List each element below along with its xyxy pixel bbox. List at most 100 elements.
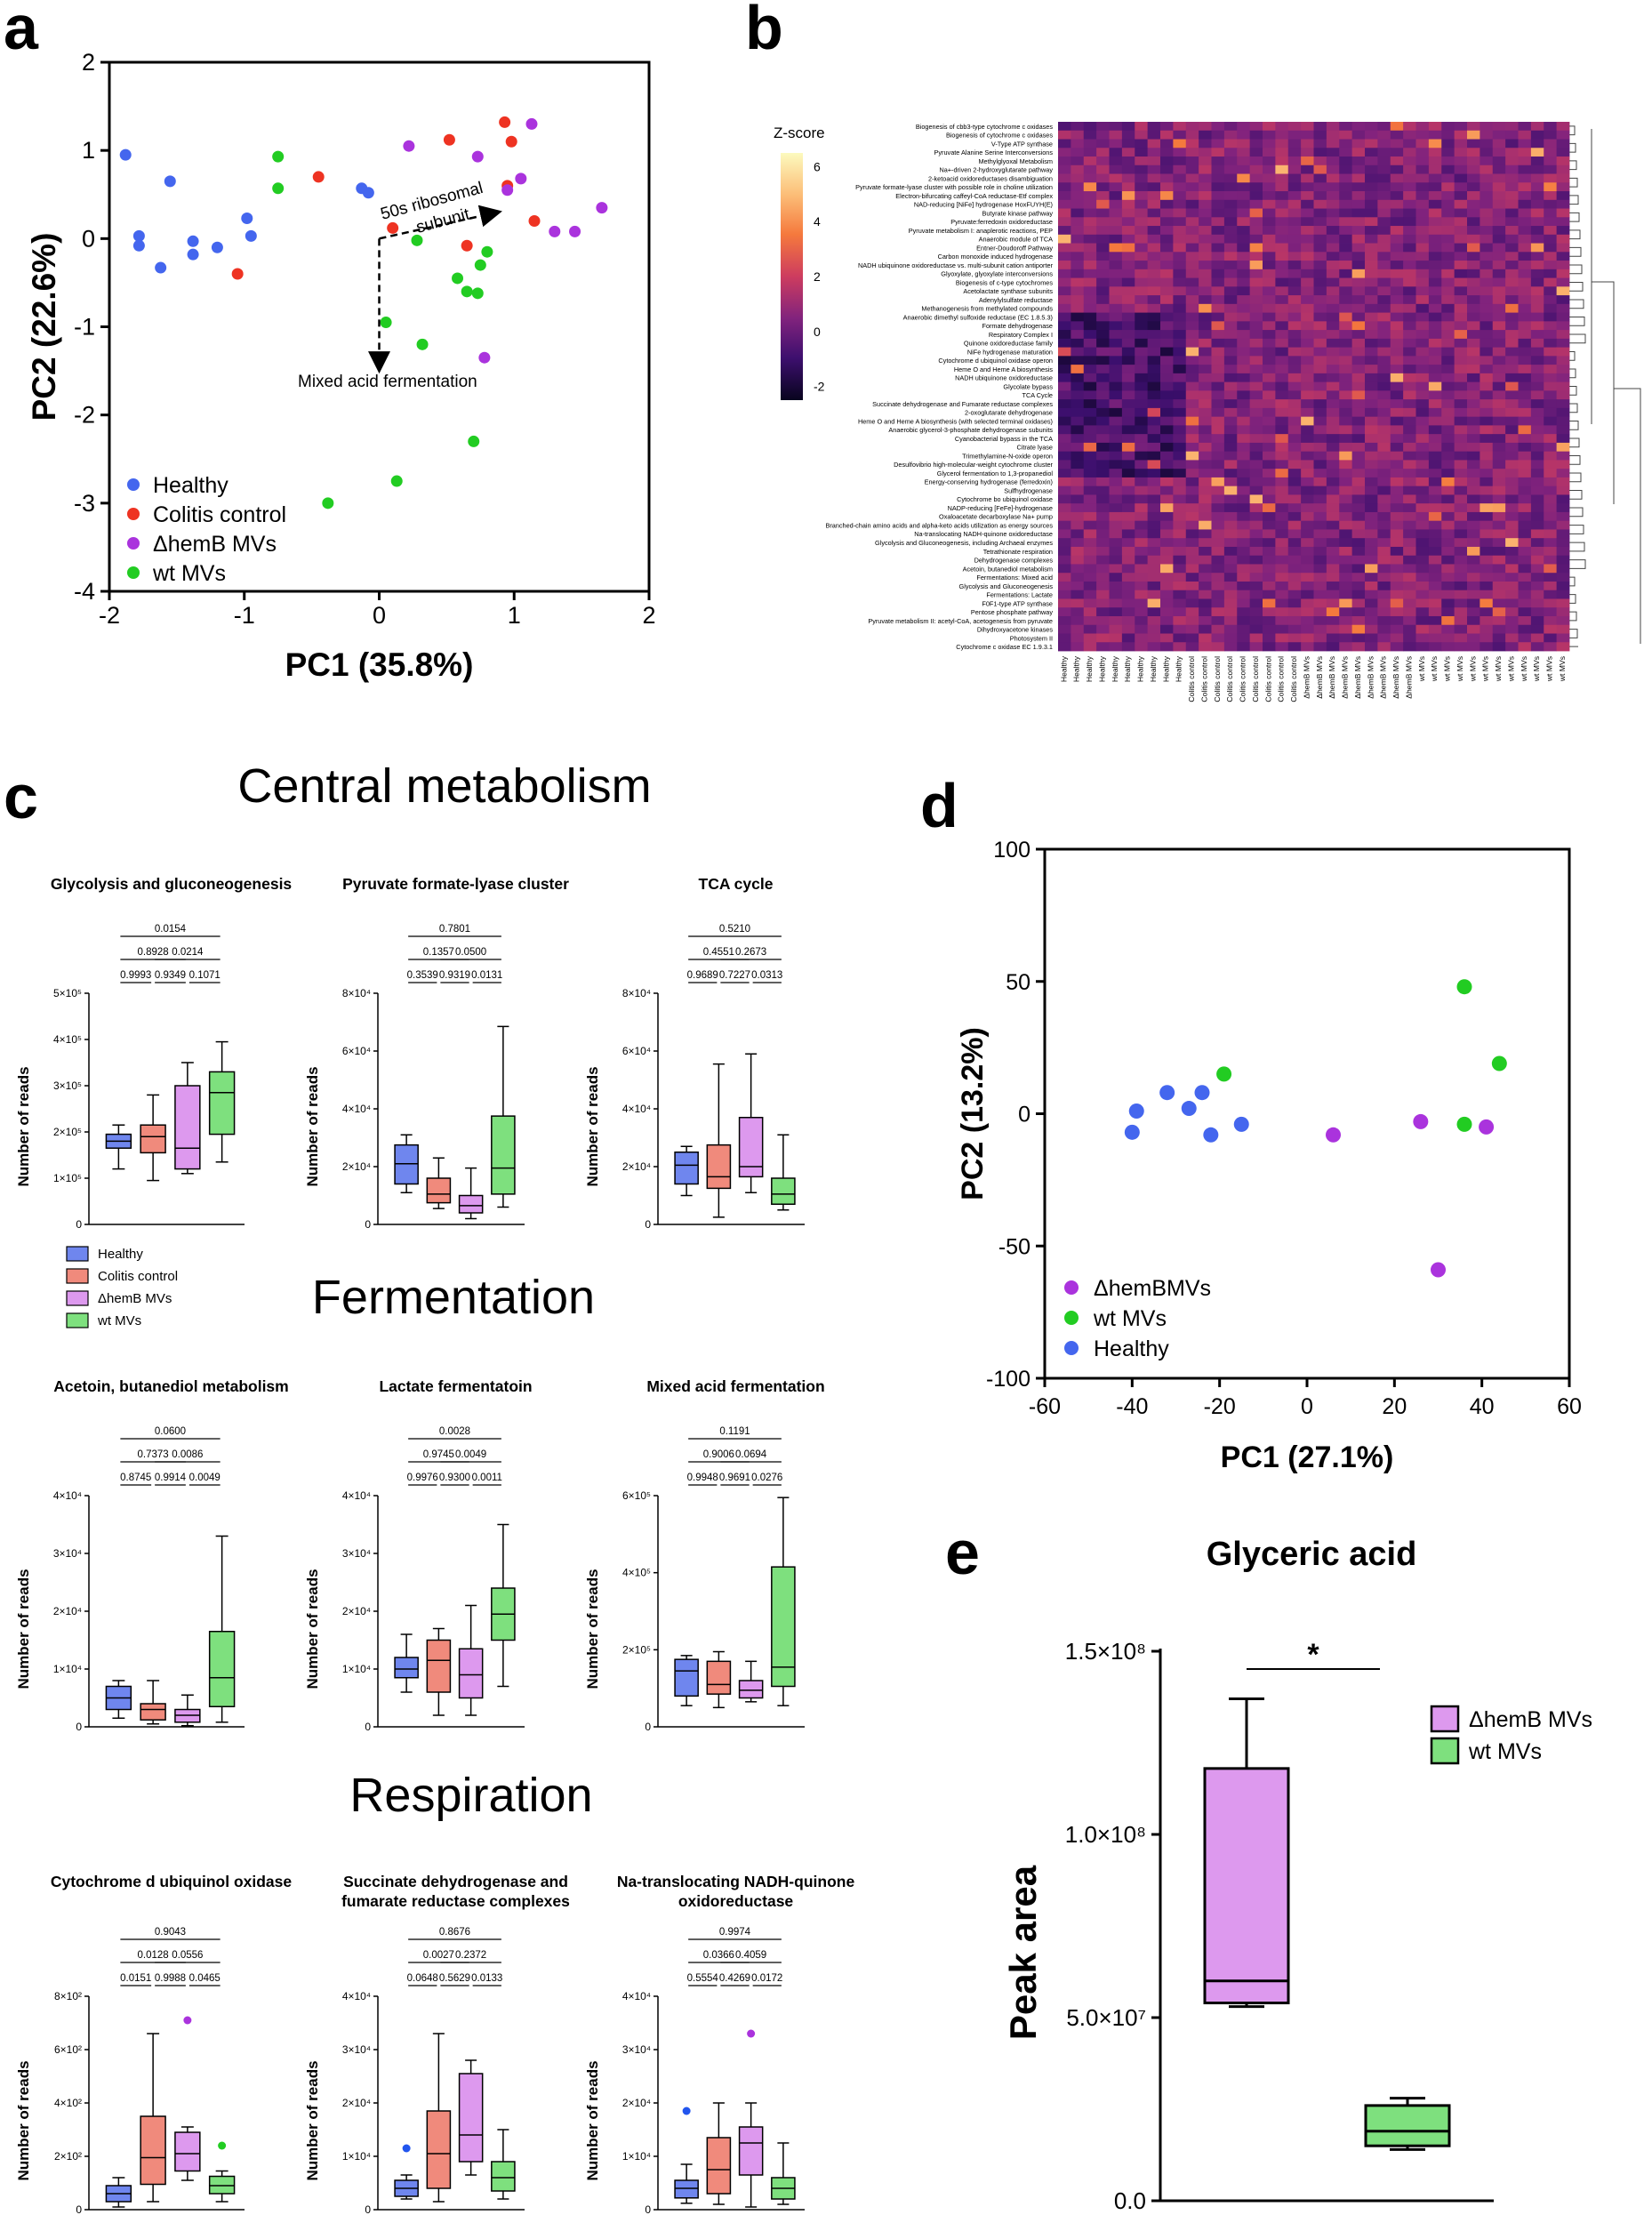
b-heatmap-cell bbox=[1403, 243, 1416, 253]
b-heatmap-cell bbox=[1544, 295, 1558, 305]
b-heatmap-cell bbox=[1199, 312, 1212, 322]
b-heatmap-cell bbox=[1109, 165, 1123, 174]
b-heatmap-cell bbox=[1428, 546, 1442, 557]
b-heatmap-cell bbox=[1428, 199, 1442, 209]
d-point-wt-mvs bbox=[1456, 1116, 1472, 1132]
b-heatmap-cell bbox=[1428, 434, 1442, 444]
b-heatmap-cell bbox=[1480, 381, 1494, 391]
b-heatmap-cell bbox=[1211, 607, 1225, 617]
b-heatmap-cell bbox=[1275, 607, 1289, 617]
b-dendrogram-branch bbox=[1569, 629, 1578, 638]
b-heatmap-cell bbox=[1365, 182, 1378, 192]
b-heatmap-cell bbox=[1096, 486, 1110, 495]
b-heatmap-cell bbox=[1121, 615, 1135, 626]
b-heatmap-cell bbox=[1351, 217, 1366, 227]
b-heatmap-cell bbox=[1287, 486, 1302, 495]
b-heatmap-cell bbox=[1313, 581, 1327, 591]
b-heatmap-cell bbox=[1237, 173, 1251, 183]
b-heatmap-cell bbox=[1160, 486, 1174, 495]
b-heatmap-cell bbox=[1173, 234, 1187, 244]
b-column-label: Healthy bbox=[1085, 655, 1094, 682]
b-heatmap-cell bbox=[1301, 573, 1314, 582]
b-heatmap-cell bbox=[1377, 503, 1391, 513]
b-heatmap-cell bbox=[1339, 407, 1353, 418]
c-box-healthy bbox=[674, 1152, 699, 1185]
b-heatmap-cell bbox=[1480, 390, 1494, 400]
b-heatmap-cell bbox=[1211, 199, 1225, 209]
b-heatmap-cell bbox=[1071, 226, 1085, 236]
a-legend-label: ΔhemB MVs bbox=[153, 532, 277, 557]
d-y-tick-label: -100 bbox=[986, 1367, 1030, 1392]
b-heatmap-cell bbox=[1199, 130, 1212, 140]
b-heatmap-cell bbox=[1441, 182, 1456, 192]
b-heatmap-cell bbox=[1147, 373, 1161, 383]
b-heatmap-cell bbox=[1211, 494, 1225, 504]
b-heatmap-cell bbox=[1377, 234, 1391, 244]
a-point-wt-mvs bbox=[272, 150, 285, 163]
b-heatmap-cell bbox=[1415, 529, 1430, 539]
b-heatmap-cell bbox=[1377, 277, 1391, 287]
b-heatmap-cell bbox=[1109, 607, 1123, 617]
b-heatmap-cell bbox=[1492, 122, 1506, 132]
b-row-label: Glycerol fermentation to 1,3-propanediol bbox=[937, 469, 1054, 478]
b-heatmap-cell bbox=[1351, 407, 1366, 418]
b-heatmap-cell bbox=[1058, 607, 1071, 617]
b-row-label: Energy-conserving hydrogenase (ferredoxi… bbox=[925, 478, 1053, 486]
b-heatmap-cell bbox=[1135, 269, 1149, 278]
c-box--hemb-mvs bbox=[458, 1648, 484, 1699]
b-heatmap-cell bbox=[1326, 347, 1340, 357]
b-heatmap-cell bbox=[1326, 191, 1340, 201]
b-heatmap-cell bbox=[1173, 373, 1187, 383]
b-heatmap-cell bbox=[1505, 511, 1519, 522]
a-y-tick-label: 1 bbox=[82, 137, 95, 164]
b-heatmap-cell bbox=[1518, 312, 1532, 322]
b-heatmap-cell bbox=[1544, 460, 1558, 469]
a-y-tick-label: 0 bbox=[82, 225, 95, 252]
a-point--hemb-mvs bbox=[403, 140, 415, 152]
b-heatmap-cell bbox=[1326, 381, 1340, 391]
b-heatmap-cell bbox=[1454, 338, 1468, 349]
e-box-wt-mvs bbox=[1364, 2104, 1451, 2147]
b-heatmap-cell bbox=[1211, 243, 1225, 253]
b-heatmap-cell bbox=[1377, 494, 1391, 504]
b-heatmap-cell bbox=[1441, 434, 1456, 444]
b-heatmap-cell bbox=[1365, 598, 1378, 608]
b-heatmap-cell bbox=[1173, 217, 1187, 227]
b-colorbar-tick: 6 bbox=[814, 159, 821, 173]
c-pvalue-label: 0.7373 bbox=[138, 1449, 169, 1460]
b-heatmap-cell bbox=[1556, 494, 1570, 504]
b-heatmap-cell bbox=[1556, 373, 1570, 383]
b-heatmap-cell bbox=[1441, 642, 1456, 652]
b-heatmap-cell bbox=[1237, 182, 1251, 192]
b-heatmap-cell bbox=[1263, 321, 1276, 331]
b-heatmap-cell bbox=[1441, 338, 1456, 349]
b-heatmap-cell bbox=[1313, 555, 1327, 565]
b-heatmap-cell bbox=[1505, 564, 1519, 574]
b-heatmap-cell bbox=[1249, 365, 1263, 374]
b-heatmap-cell bbox=[1121, 407, 1135, 418]
b-heatmap-cell bbox=[1135, 365, 1149, 374]
b-heatmap-cell bbox=[1518, 538, 1532, 548]
b-heatmap-cell bbox=[1530, 520, 1544, 530]
b-heatmap-cell bbox=[1415, 564, 1430, 574]
b-heatmap-cell bbox=[1185, 330, 1199, 340]
b-heatmap-cell bbox=[1173, 261, 1187, 270]
b-heatmap-cell bbox=[1556, 434, 1570, 444]
b-heatmap-cell bbox=[1492, 477, 1506, 487]
b-heatmap-cell bbox=[1287, 191, 1302, 201]
b-heatmap-cell bbox=[1441, 261, 1456, 270]
b-heatmap-cell bbox=[1109, 434, 1123, 444]
b-row-label: Glycolysis and Gluconeogenesis bbox=[959, 582, 1054, 590]
b-heatmap-cell bbox=[1492, 538, 1506, 548]
b-heatmap-cell bbox=[1415, 598, 1430, 608]
b-heatmap-cell bbox=[1480, 243, 1494, 253]
b-heatmap-cell bbox=[1441, 633, 1456, 643]
b-heatmap-cell bbox=[1518, 130, 1532, 140]
b-heatmap-cell bbox=[1058, 590, 1071, 599]
e-y-tick-label: 5.0×10⁷ bbox=[1066, 2004, 1146, 2031]
b-heatmap-cell bbox=[1556, 460, 1570, 469]
b-heatmap-cell bbox=[1301, 642, 1314, 652]
b-heatmap-cell bbox=[1518, 139, 1532, 148]
c-y-tick-label: 2×10⁵ bbox=[622, 1643, 651, 1656]
b-heatmap-cell bbox=[1530, 252, 1544, 261]
